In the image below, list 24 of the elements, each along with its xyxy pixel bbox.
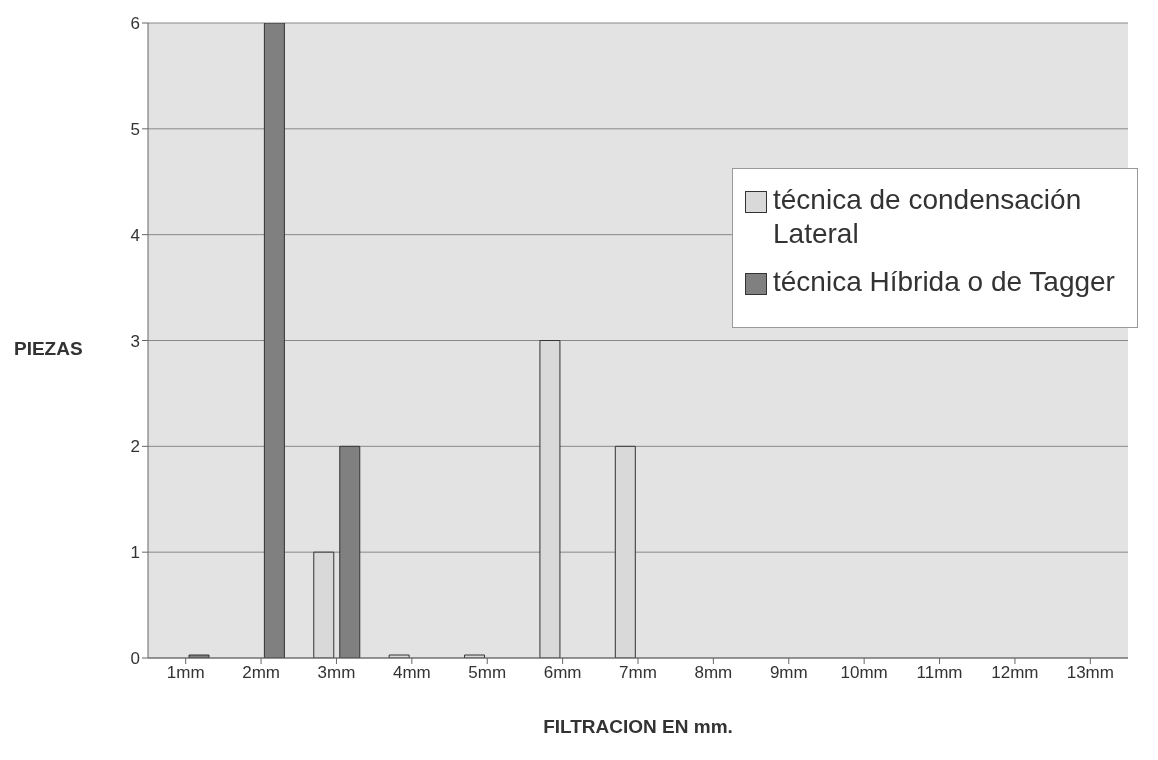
x-tick-label: 12mm — [991, 663, 1039, 683]
y-tick-label: 0 — [130, 649, 140, 669]
x-tick-label: 6mm — [543, 663, 582, 683]
y-tick-label: 6 — [130, 14, 140, 34]
legend-label: técnica de condensación Lateral — [773, 183, 1083, 251]
x-tick-label: 5mm — [468, 663, 507, 683]
y-tick-label: 4 — [130, 225, 140, 245]
x-tick-label: 2mm — [242, 663, 280, 683]
x-tick-label: 9mm — [769, 663, 808, 683]
y-tick-label: 5 — [130, 119, 140, 139]
y-tick-label: 3 — [130, 331, 140, 351]
x-tick-label: 4mm — [392, 663, 431, 683]
y-tick-label: 1 — [130, 543, 140, 563]
x-tick-label: 3mm — [317, 663, 356, 683]
legend-label: técnica Híbrida o de Tagger — [773, 265, 1115, 299]
x-tick-label: 7mm — [619, 663, 657, 683]
x-tick-label: 1mm — [166, 663, 205, 683]
x-tick-label: 10mm — [840, 663, 888, 683]
y-axis-title: PIEZAS — [14, 338, 83, 360]
x-tick-label: 8mm — [694, 663, 733, 683]
x-tick-label: 11mm — [916, 663, 963, 683]
x-axis-title: FILTRACION EN mm. — [543, 716, 733, 737]
x-tick-label: 13mm — [1066, 663, 1114, 683]
y-tick-label: 2 — [130, 437, 140, 457]
